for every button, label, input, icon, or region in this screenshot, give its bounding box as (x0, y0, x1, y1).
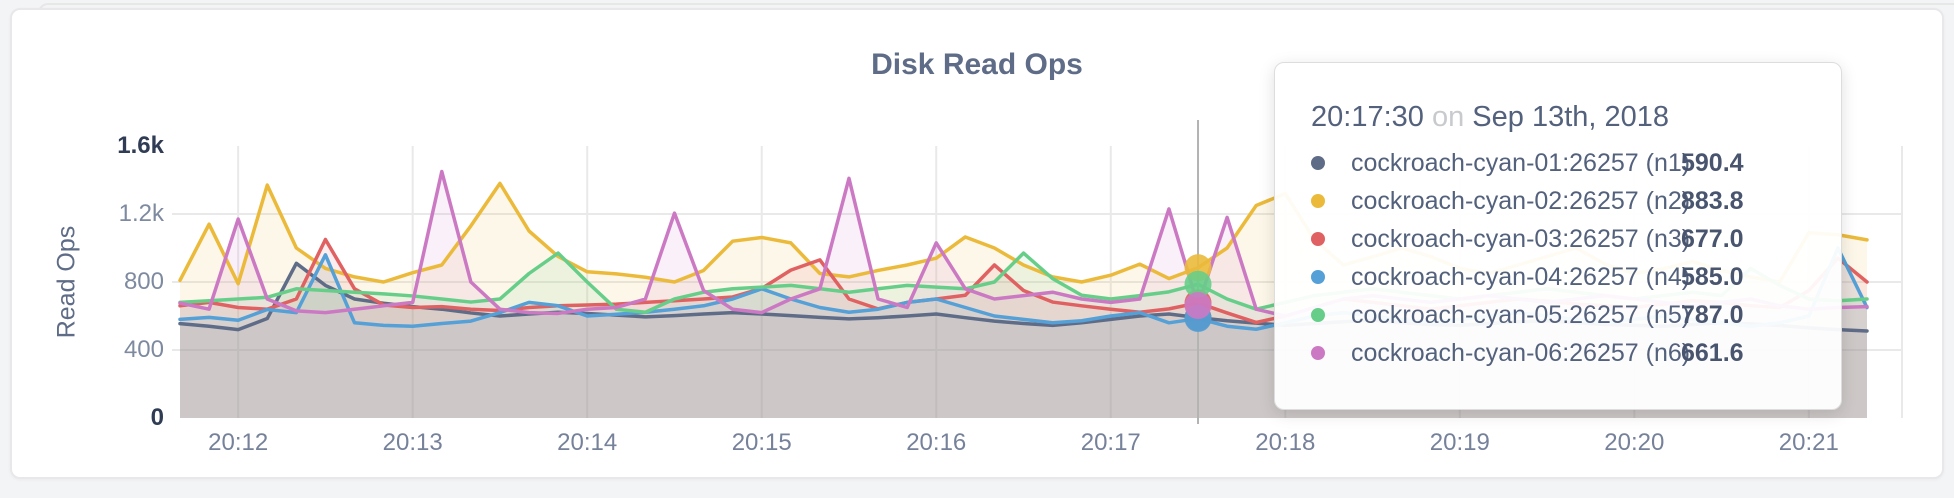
x-tick-label: 20:14 (557, 429, 618, 456)
tooltip-row: cockroach-cyan-02:26257 (n2) 883.8 (1311, 182, 1807, 220)
tooltip-date: Sep 13th, 2018 (1472, 101, 1670, 133)
tooltip-row: cockroach-cyan-06:26257 (n6) 661.6 (1311, 334, 1807, 372)
tooltip-connector: on (1431, 101, 1465, 133)
series-color-dot-icon (1311, 308, 1325, 322)
tooltip-row: cockroach-cyan-01:26257 (n1) 590.4 (1311, 144, 1807, 182)
series-color-dot-icon (1311, 194, 1325, 208)
series-value: 677.0 (1681, 224, 1744, 253)
tooltip-header: 20:17:30 on Sep 13th, 2018 (1311, 101, 1807, 134)
series-name: cockroach-cyan-02:26257 (n2) (1351, 186, 1691, 215)
hover-dot (1184, 270, 1212, 298)
tooltip-series-list: cockroach-cyan-01:26257 (n1) 590.4 cockroa… (1311, 144, 1807, 372)
y-tick-label: 400 (123, 336, 164, 363)
series-name: cockroach-cyan-03:26257 (n3) (1351, 224, 1691, 253)
x-tick-label: 20:20 (1604, 429, 1665, 456)
tooltip-row: cockroach-cyan-03:26257 (n3) 677.0 (1311, 220, 1807, 258)
series-color-dot-icon (1311, 232, 1325, 246)
y-tick-label: 1.2k (118, 200, 164, 227)
tooltip-row: cockroach-cyan-05:26257 (n5) 787.0 (1311, 296, 1807, 334)
tooltip-time: 20:17:30 (1311, 101, 1424, 133)
series-name: cockroach-cyan-01:26257 (n1) (1351, 148, 1691, 177)
x-tick-label: 20:12 (208, 429, 269, 456)
series-name: cockroach-cyan-06:26257 (n6) (1351, 338, 1691, 367)
y-tick-label: 800 (123, 268, 164, 295)
tooltip-row: cockroach-cyan-04:26257 (n4) 585.0 (1311, 258, 1807, 296)
series-value: 590.4 (1681, 148, 1744, 177)
series-name: cockroach-cyan-05:26257 (n5) (1351, 300, 1691, 329)
chart-card: Disk Read Ops Read Ops 0 400 800 1.2k 1.6k 2… (10, 8, 1944, 479)
x-tick-label: 20:17 (1080, 429, 1141, 456)
series-value: 585.0 (1681, 262, 1744, 291)
series-color-dot-icon (1311, 346, 1325, 360)
chart-title: Disk Read Ops (871, 48, 1083, 81)
x-tick-label: 20:19 (1429, 429, 1490, 456)
series-color-dot-icon (1311, 270, 1325, 284)
series-color-dot-icon (1311, 156, 1325, 170)
x-tick-label: 20:15 (731, 429, 792, 456)
series-value: 787.0 (1681, 300, 1744, 329)
series-value: 883.8 (1681, 186, 1744, 215)
x-tick-label: 20:16 (906, 429, 967, 456)
series-value: 661.6 (1681, 338, 1744, 367)
x-tick-label: 20:18 (1255, 429, 1316, 456)
y-tick-label: 1.6k (117, 132, 164, 159)
hover-dot (1184, 292, 1212, 320)
x-tick-label: 20:21 (1778, 429, 1839, 456)
x-tick-label: 20:13 (382, 429, 443, 456)
y-tick-label: 0 (150, 404, 164, 431)
hover-tooltip: 20:17:30 on Sep 13th, 2018 cockroach-cya… (1274, 62, 1842, 410)
series-name: cockroach-cyan-04:26257 (n4) (1351, 262, 1691, 291)
